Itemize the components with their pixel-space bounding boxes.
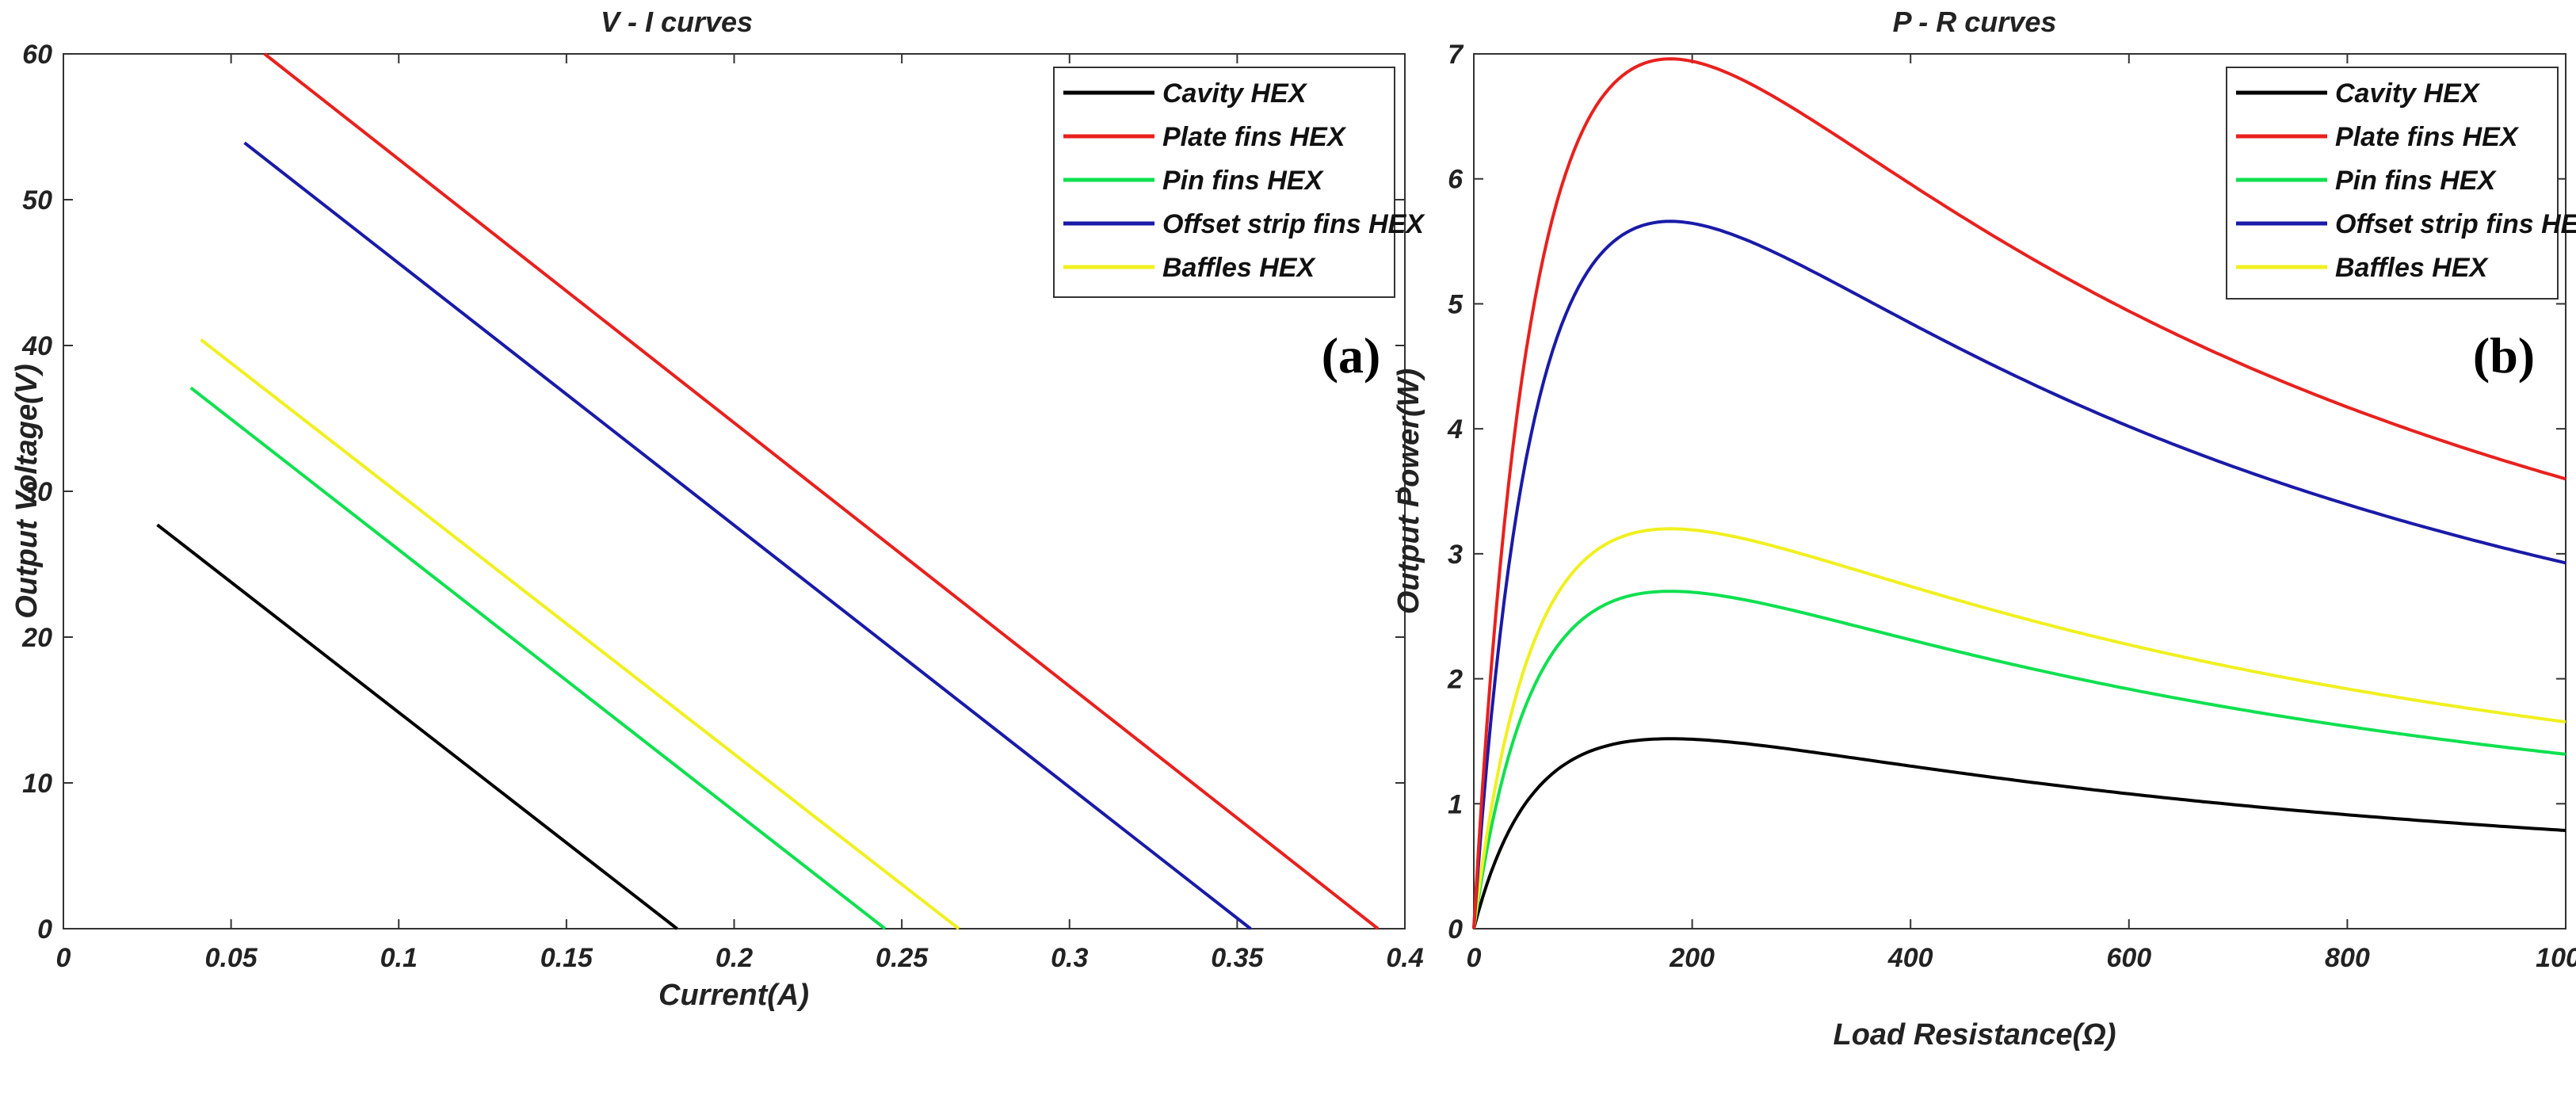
chart-a-ytick-label: 60: [22, 40, 52, 70]
chart-a-xtick-label: 0.4: [1386, 943, 1423, 973]
chart-b-ytick-label: 3: [1448, 540, 1463, 570]
chart-b-ytick-label: 1: [1448, 789, 1463, 819]
chart-b-series-line: [1472, 527, 2566, 929]
chart-a-ytick-label: 30: [22, 477, 52, 507]
chart-a-series-line: [263, 52, 1380, 930]
chart-a-xtick-label: 0.3: [1051, 943, 1088, 973]
chart-a-series-line: [189, 386, 887, 930]
chart-a-series-line: [156, 523, 678, 930]
chart-a-ytick-label: 50: [22, 185, 52, 216]
chart-b-xtick-label: 600: [2106, 943, 2151, 973]
chart-a-legend-label: Plate fins HEX: [1162, 122, 1347, 152]
chart-a-xtick-label: 0.15: [540, 943, 593, 973]
chart-b-ytick-label: 0: [1448, 914, 1463, 945]
chart-b-legend-label: Cavity HEX: [2335, 78, 2481, 109]
chart-b-ytick-label: 5: [1448, 289, 1464, 319]
chart-a-xtick-label: 0.1: [380, 943, 418, 973]
chart-b-legend-label: Baffles HEX: [2335, 253, 2489, 283]
chart-b-series-line: [1472, 737, 2566, 929]
chart-a-panel-label: (a): [1322, 327, 1381, 384]
chart-a-xlabel: Current(A): [658, 979, 809, 1012]
chart-b-legend: Cavity HEX Plate fins HEX Pin fins HEX Offs…: [2226, 67, 2576, 300]
chart-a-xtick-label: 0: [56, 943, 71, 973]
chart-b-series-line: [1472, 219, 2566, 929]
chart-a-legend: Cavity HEX Plate fins HEX Pin fins HEX Offs…: [1053, 67, 1425, 298]
chart-b-xtick-label: 0: [1467, 943, 1482, 973]
chart-b-xlabel: Load Resistance(Ω): [1834, 1018, 2116, 1052]
chart-a-ytick-label: 0: [37, 914, 52, 945]
chart-b-ytick-label: 4: [1447, 414, 1463, 445]
chart-b-xtick-label: 200: [1669, 943, 1715, 973]
chart-a-legend-label: Pin fins HEX: [1162, 166, 1324, 196]
chart-a-legend-label: Cavity HEX: [1162, 78, 1308, 109]
chart-a-ylabel: Output Voltage(V): [10, 364, 44, 619]
chart-b-legend-label: Plate fins HEX: [2335, 122, 2520, 152]
chart-a-xtick-label: 0.2: [716, 943, 753, 973]
chart-b-legend-label: Pin fins HEX: [2335, 166, 2497, 196]
chart-a-ytick-label: 40: [21, 331, 52, 361]
chart-a-title: V - I curves: [601, 6, 753, 38]
chart-b-ylabel: Output Power(W): [1392, 368, 1425, 614]
chart-a-legend-label: Offset strip fins HEX: [1162, 209, 1425, 239]
chart-a-ytick-label: 10: [22, 769, 52, 799]
chart-a-xtick-label: 0.05: [205, 943, 258, 973]
chart-b-legend-label: Offset strip fins HEX: [2335, 209, 2576, 239]
chart-a: V - I curves 0 0.05 0.1 0.15 0.2 0.25 0.3 0.35 0…: [10, 6, 1425, 1012]
chart-b: P - R curves 02004006008001000 01234567 …: [1392, 6, 2576, 1052]
chart-a-xtick-label: 0.25: [876, 943, 929, 973]
chart-b-series-line: [1472, 57, 2566, 929]
chart-b-title: P - R curves: [1893, 6, 2057, 38]
chart-b-ytick-label: 6: [1448, 165, 1464, 195]
chart-b-panel-label: (b): [2473, 327, 2535, 384]
chart-a-series-line: [200, 338, 960, 930]
chart-b-xtick-label: 400: [1887, 943, 1933, 973]
chart-a-legend-label: Baffles HEX: [1162, 253, 1316, 283]
chart-b-legend-box: [2226, 67, 2559, 300]
chart-a-xtick-label: 0.35: [1211, 943, 1264, 973]
chart-a-legend-box: [1053, 67, 1395, 298]
chart-b-xtick-label: 800: [2325, 943, 2370, 973]
chart-b-series-line: [1472, 590, 2566, 929]
chart-b-ytick-label: 2: [1447, 665, 1463, 695]
chart-b-ytick-label: 7: [1448, 40, 1464, 70]
chart-a-ytick-label: 20: [21, 623, 52, 653]
chart-b-xtick-label: 1000: [2536, 943, 2576, 973]
chart-a-series-line: [243, 141, 1252, 930]
